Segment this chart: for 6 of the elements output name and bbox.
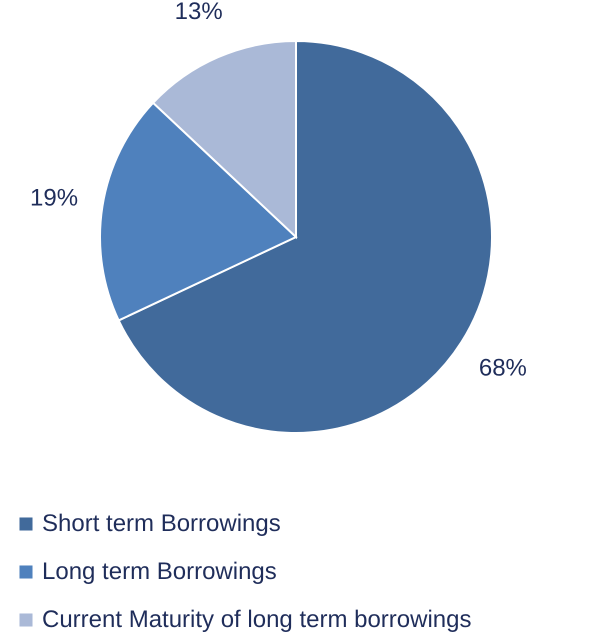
data-label: 68% [478,354,527,382]
legend-label: Short term Borrowings [42,510,281,537]
legend-label: Current Maturity of long term borrowings [42,606,472,633]
data-label: 13% [174,0,223,26]
legend-label: Long term Borrowings [42,558,277,585]
data-label: 19% [30,184,78,212]
